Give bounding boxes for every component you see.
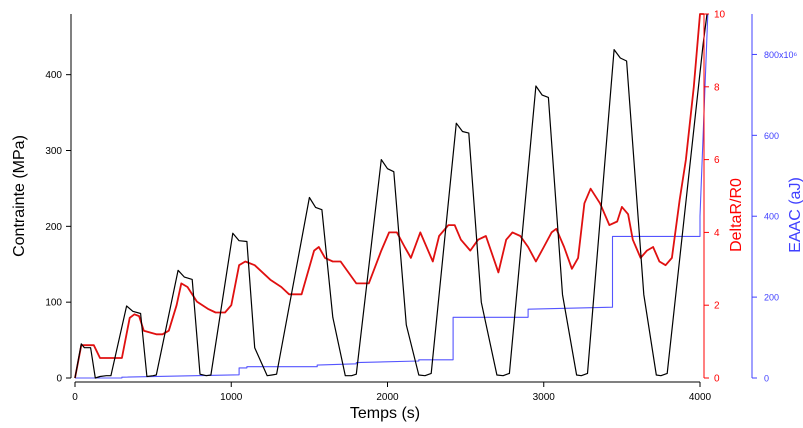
series-line-left	[74, 13, 708, 379]
y-right2-tick-label: 200	[764, 293, 779, 303]
y-right1-tick-label: 10	[714, 10, 726, 21]
x-tick-label: 4000	[689, 392, 712, 403]
y-left-axis-label: Contrainte (MPa)	[11, 135, 28, 257]
y-right1-tick-label: 0	[714, 374, 720, 385]
y-right2-tick-label: 0	[764, 374, 769, 384]
x-tick-label: 2000	[376, 392, 399, 403]
y-left-tick-label: 100	[45, 298, 62, 309]
y-right2-tick-label: 400	[764, 212, 779, 222]
y-left-tick-label: 400	[45, 70, 62, 81]
x-tick-label: 3000	[533, 392, 556, 403]
series-line-right2	[75, 13, 709, 379]
y-right1-axis-label: DeltaR/R0	[728, 178, 745, 252]
y-left-tick-label: 200	[45, 222, 62, 233]
y-right1-tick-label: 2	[714, 301, 720, 312]
y-right1-tick-label: 8	[714, 82, 720, 93]
y-left-tick-label: 300	[45, 146, 62, 157]
y-right1-tick-label: 6	[714, 155, 720, 166]
x-tick-label: 0	[72, 392, 78, 403]
y-right2-tick-label: 600	[764, 131, 779, 141]
y-right1-tick-label: 4	[714, 228, 720, 239]
y-left-tick-label: 0	[56, 374, 62, 385]
y-right2-axis-label: EAAC (aJ)	[787, 177, 803, 253]
x-axis-label: Temps (s)	[350, 405, 420, 422]
x-tick-label: 1000	[220, 392, 243, 403]
y-right2-tick-label: 800x10⁶	[764, 50, 798, 60]
series-line-right1	[74, 13, 704, 379]
